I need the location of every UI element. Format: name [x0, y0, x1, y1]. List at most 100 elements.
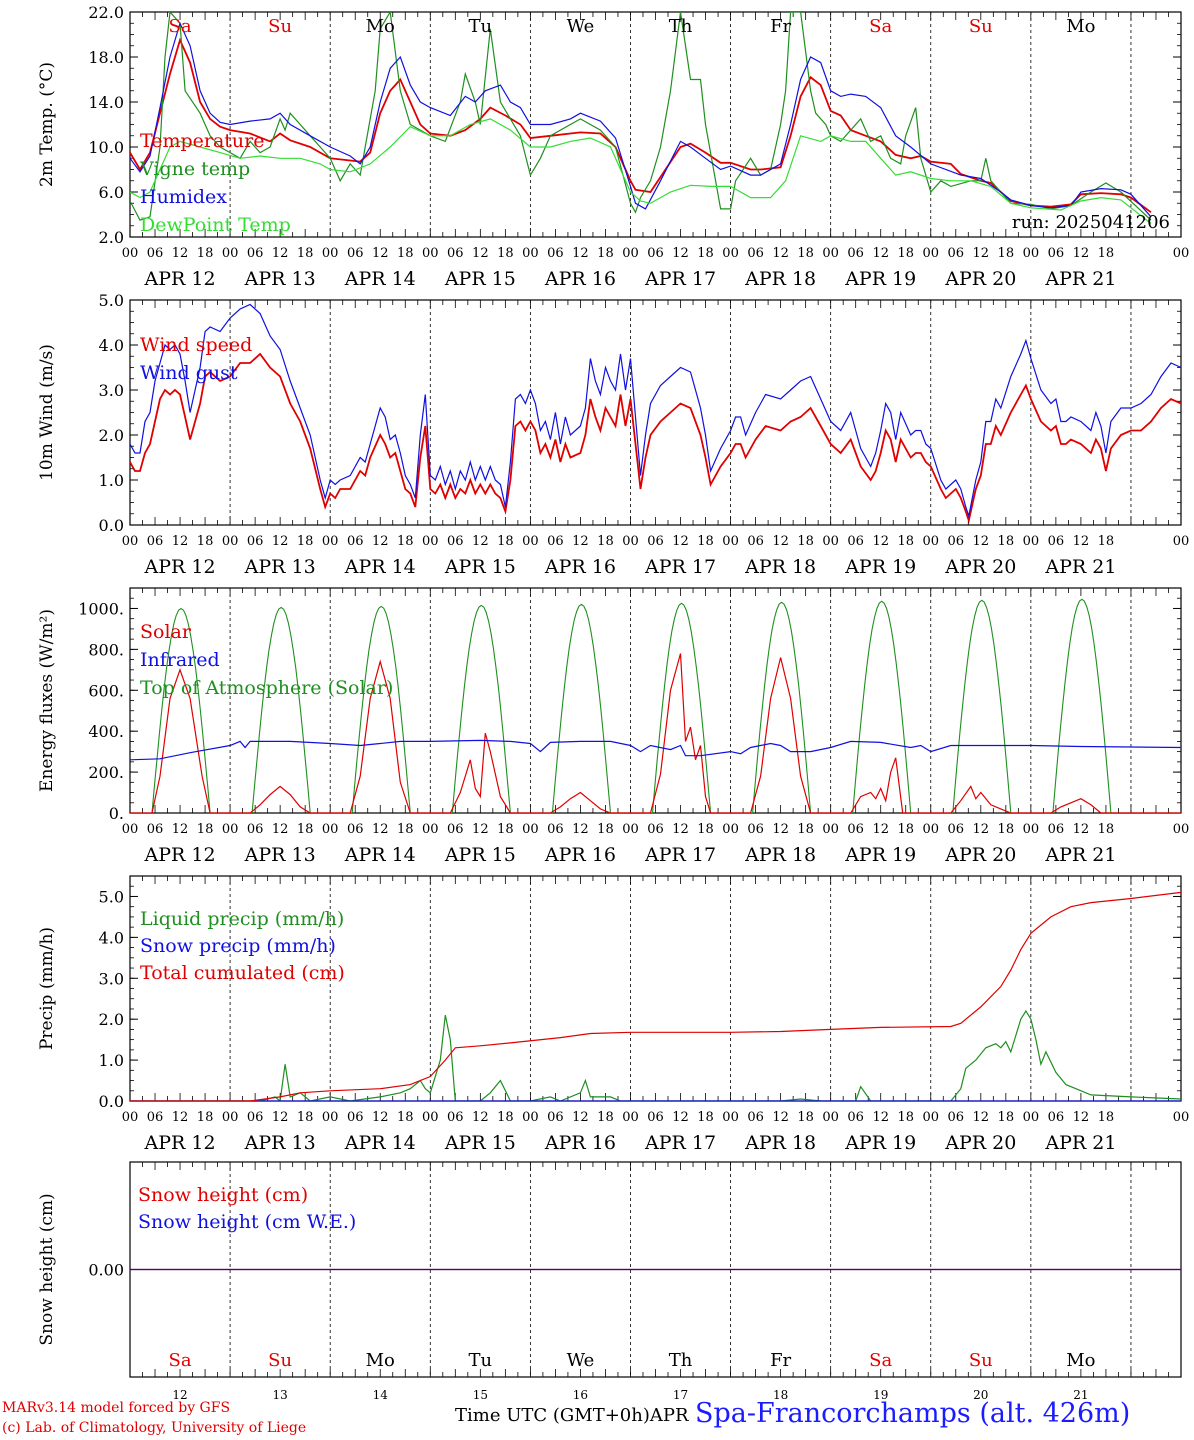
hour-label: 06	[1048, 246, 1065, 261]
hour-label: 18	[1098, 1110, 1115, 1125]
hour-label: 00	[922, 1110, 939, 1125]
hour-label: 18	[697, 534, 714, 549]
series-wind-speed	[130, 352, 1181, 524]
hour-label: 06	[147, 822, 164, 837]
hour-label: 18	[497, 246, 514, 261]
hour-label: 18	[397, 534, 414, 549]
date-label: APR 12	[144, 268, 216, 290]
date-label: APR 13	[244, 556, 316, 578]
hour-label: 12	[973, 246, 990, 261]
hour-label: 12	[1073, 246, 1090, 261]
date-label: APR 20	[944, 844, 1016, 866]
hour-label: 06	[1048, 534, 1065, 549]
date-label: APR 17	[644, 844, 716, 866]
hour-label: 06	[447, 246, 464, 261]
hour-label: 12	[872, 1110, 889, 1125]
legend-entry: Infrared	[140, 649, 220, 671]
hour-label: 12	[872, 822, 889, 837]
y-tick-label: 2.0	[99, 228, 124, 247]
hour-label: 18	[797, 246, 814, 261]
hour-label: 12	[172, 534, 189, 549]
hour-label: 12	[272, 246, 289, 261]
date-label: APR 15	[444, 1132, 516, 1154]
hour-label: 18	[297, 1110, 314, 1125]
day-name: Fr	[770, 16, 791, 37]
hour-label: 06	[347, 534, 364, 549]
date-label: APR 13	[244, 1132, 316, 1154]
hour-label: 12	[272, 1110, 289, 1125]
y-tick-label: 200.	[88, 763, 124, 782]
date-label: APR 21	[1044, 556, 1116, 578]
hour-label: 06	[847, 246, 864, 261]
day-name: Th	[669, 16, 693, 37]
hour-label: 12	[973, 1110, 990, 1125]
day-number-label: 15	[473, 1388, 488, 1402]
hour-label: 00	[222, 822, 239, 837]
day-name: Tu	[469, 16, 493, 37]
hour-label: 18	[797, 822, 814, 837]
series-solar	[130, 653, 1181, 813]
day-name: Mo	[366, 16, 395, 37]
day-number-label: 17	[673, 1388, 688, 1402]
day-name: Tu	[469, 1350, 493, 1371]
series-group	[130, 303, 1181, 524]
hour-label: 00	[522, 822, 539, 837]
hour-label: 00	[122, 822, 139, 837]
panel-3: 0. 200. 400. 600. 800. 1000. Energy fluxes (W/…	[37, 587, 1189, 866]
hour-label: 12	[472, 534, 489, 549]
y-tick-label: 1000.	[78, 599, 124, 618]
series-temperature	[130, 37, 1152, 214]
y-tick-label: 4.0	[99, 336, 124, 355]
hour-label: 00	[622, 822, 639, 837]
hour-label: 18	[1098, 534, 1115, 549]
date-label: APR 15	[444, 844, 516, 866]
legend-entry: Liquid precip (mm/h)	[140, 908, 344, 930]
date-label: APR 14	[344, 268, 416, 290]
hour-label: 00	[522, 534, 539, 549]
hour-label: 18	[897, 822, 914, 837]
x-axis-title-apr: APR	[649, 1405, 689, 1426]
hour-label: 00	[422, 822, 439, 837]
hour-label: 18	[497, 1110, 514, 1125]
hour-label: 18	[597, 534, 614, 549]
hour-label: 00	[322, 534, 339, 549]
hour-label: 18	[597, 1110, 614, 1125]
hour-label: 06	[847, 534, 864, 549]
hour-label: 00	[322, 1110, 339, 1125]
hour-label: 00	[1023, 534, 1040, 549]
hour-label: 18	[297, 534, 314, 549]
date-label: APR 19	[844, 1132, 916, 1154]
hour-label: 12	[1073, 822, 1090, 837]
date-label: APR 21	[1044, 844, 1116, 866]
series-liquid-precip-mm-h-	[130, 1009, 1181, 1101]
y-axis-label: Energy fluxes (W/m²)	[37, 609, 57, 792]
y-tick-label: 0.	[109, 804, 124, 823]
hour-label: 06	[948, 246, 965, 261]
series-vigne-temp	[130, 12, 1152, 221]
y-tick-label: 18.0	[88, 48, 124, 67]
hour-label: 18	[897, 1110, 914, 1125]
day-name: Sa	[869, 1350, 892, 1371]
hour-label: 00	[522, 1110, 539, 1125]
hour-label: 00	[622, 246, 639, 261]
y-tick-label: 22.0	[88, 3, 124, 22]
hour-label: 00	[822, 534, 839, 549]
y-tick-label: 0.00	[88, 1261, 124, 1280]
y-tick-label: 14.0	[88, 93, 124, 112]
hour-label: 18	[597, 246, 614, 261]
hour-label: 18	[797, 1110, 814, 1125]
hour-label: 18	[797, 534, 814, 549]
day-number-label: 14	[373, 1388, 389, 1402]
day-name: Th	[669, 1350, 693, 1371]
series-wind-gust	[130, 303, 1181, 519]
legend-entry: DewPoint Temp	[140, 214, 291, 236]
hour-label: 06	[247, 822, 264, 837]
hour-label: 00	[722, 1110, 739, 1125]
hour-label: 00	[822, 822, 839, 837]
date-label: APR 16	[544, 1132, 616, 1154]
y-tick-label: 2.0	[99, 1010, 124, 1029]
day-number-label: 13	[273, 1388, 288, 1402]
panel-4: 0.0 1.0 2.0 3.0 4.0 5.0 Precip (mm/h) Liquid pr…	[37, 875, 1189, 1154]
day-name: Fr	[770, 1350, 791, 1371]
